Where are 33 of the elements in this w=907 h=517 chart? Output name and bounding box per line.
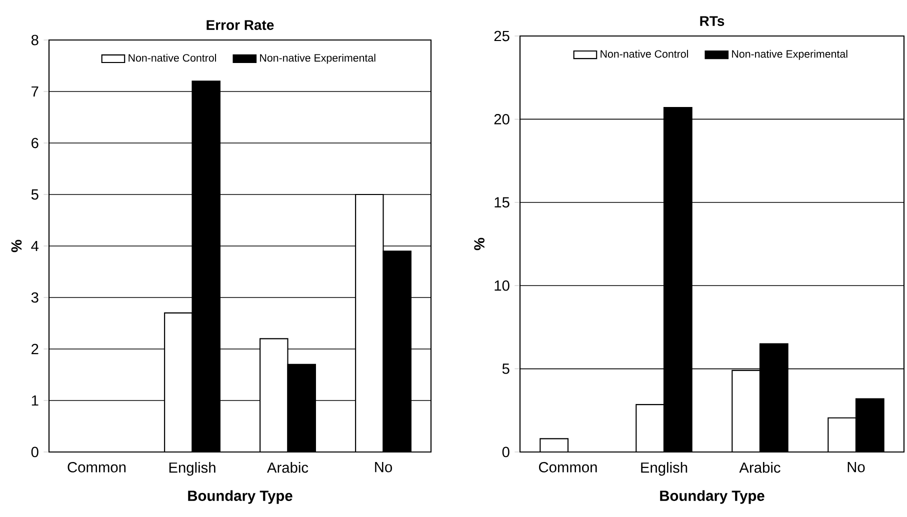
legend-label: Non-native Control: [128, 54, 216, 62]
y-tick-label: 15: [494, 197, 510, 208]
x-axis-title: Boundary Type: [188, 490, 292, 504]
chart-title: RTs: [700, 16, 724, 26]
y-axis-title: %: [474, 238, 484, 250]
y-tick-label: 5: [31, 189, 38, 200]
y-tick-label: 2: [32, 344, 38, 354]
legend-label: Non-native Experimental: [260, 54, 376, 64]
x-tick-label: No: [375, 462, 392, 472]
x-tick-label: Arabic: [739, 462, 780, 473]
legend-label: Non-native Control: [600, 50, 688, 58]
y-tick-label: 7: [32, 86, 38, 97]
x-tick-label: English: [169, 462, 216, 476]
y-tick-label: 10: [494, 280, 510, 291]
x-tick-label: Arabic: [266, 462, 308, 473]
x-tick-label: Common: [68, 462, 126, 472]
y-tick-label: 8: [31, 34, 38, 46]
x-tick-label: No: [848, 462, 865, 472]
y-tick-label: 1: [32, 395, 38, 406]
y-tick-label: 25: [494, 30, 510, 42]
y-tick-label: 0: [502, 446, 510, 458]
y-tick-label: 4: [31, 240, 39, 252]
y-tick-label: 3: [31, 292, 38, 303]
y-axis-title: %: [11, 240, 22, 252]
y-tick-label: 0: [31, 446, 38, 458]
x-tick-label: English: [641, 462, 688, 476]
legend-label: Non-native Experimental: [732, 50, 848, 60]
x-tick-label: Common: [539, 462, 597, 472]
y-tick-label: 20: [494, 114, 510, 124]
x-axis-title: Boundary Type: [660, 490, 764, 504]
chart-title: Error Rate: [206, 20, 274, 30]
y-tick-label: 5: [502, 364, 510, 374]
y-tick-label: 6: [32, 138, 38, 148]
